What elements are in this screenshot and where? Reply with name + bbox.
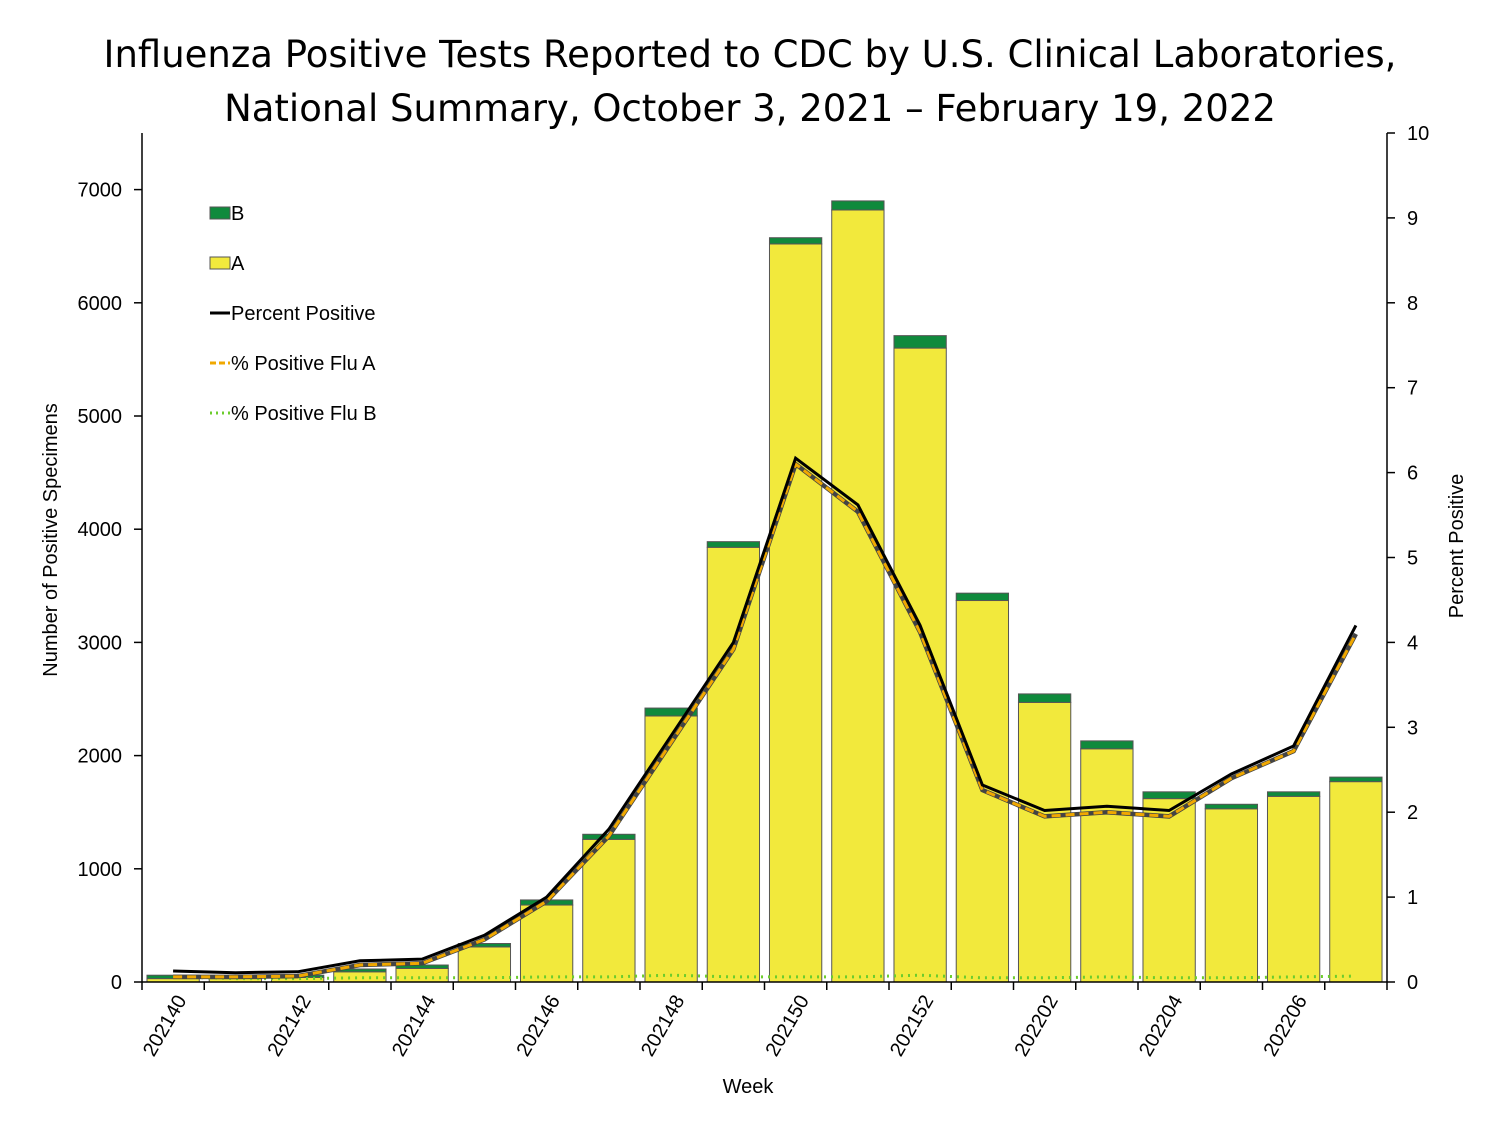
y-right-tick-label-3: 3 — [1407, 717, 1418, 739]
y-right-tick-label-10: 10 — [1407, 123, 1429, 145]
legend-label-percent-positive: Percent Positive — [231, 303, 376, 325]
x-tick-label-202146: 202146 — [513, 992, 565, 1061]
x-tick-label-202152: 202152 — [886, 992, 938, 1061]
bar-a-202149 — [706, 546, 761, 983]
x-tick-label-202204: 202204 — [1135, 992, 1187, 1061]
x-tick-label-202142: 202142 — [264, 992, 316, 1061]
y-axis-right-label: Percent Positive — [1446, 474, 1468, 619]
y-right-tick-label-6: 6 — [1407, 463, 1418, 485]
lines-layer — [173, 455, 1358, 981]
chart-title: Influenza Positive Tests Reported to CDC… — [0, 28, 1500, 136]
bar-a-202204 — [1142, 798, 1196, 983]
legend-label---positive-flu-b: % Positive Flu B — [231, 403, 377, 425]
legend-swatch-b — [209, 206, 231, 220]
bar-a-202205 — [1204, 808, 1259, 983]
x-tick-label-202140: 202140 — [139, 992, 191, 1061]
legend: B A Percent Positive % Positive Flu A % Posi… — [209, 203, 377, 425]
y-right-tick-label-8: 8 — [1407, 293, 1418, 315]
bar-a-202207 — [1329, 781, 1383, 983]
bar-a-202146 — [519, 904, 574, 983]
bar-b-202150 — [768, 237, 823, 245]
y-left-tick-label-3000: 3000 — [78, 632, 123, 654]
bar-a-202144 — [395, 967, 449, 983]
bar-a-202152 — [893, 347, 947, 983]
y-left-tick-label-4000: 4000 — [78, 519, 123, 541]
line-percent-positive — [173, 455, 1358, 975]
bar-a-202206 — [1266, 795, 1321, 983]
y-right-tick-label-7: 7 — [1407, 378, 1418, 400]
bar-b-202203 — [1080, 740, 1134, 750]
bar-b-202205 — [1204, 803, 1259, 810]
legend-swatch-a — [209, 256, 231, 270]
line---positive-flu-a — [173, 461, 1358, 979]
y-left-tick-label-1000: 1000 — [78, 859, 123, 881]
bar-b-202206 — [1266, 791, 1321, 797]
bar-b-202151 — [831, 200, 885, 211]
y-left-tick-label-5000: 5000 — [78, 406, 123, 428]
x-axis-label: Week — [723, 1076, 775, 1098]
y-right-tick-label-5: 5 — [1407, 548, 1418, 570]
legend-label-b: B — [231, 203, 244, 225]
bar-b-202149 — [706, 541, 761, 548]
y-right-tick-label-4: 4 — [1407, 632, 1418, 654]
y-axis-left-label: Number of Positive Specimens — [40, 403, 62, 676]
bar-b-202152 — [893, 335, 947, 349]
y-left-tick-label-2000: 2000 — [78, 746, 123, 768]
bar-b-202201 — [955, 592, 1010, 602]
bar-b-202202 — [1017, 693, 1072, 703]
y-right-tick-label-9: 9 — [1407, 208, 1418, 230]
chart-title-line-2: National Summary, October 3, 2021 – Febr… — [224, 87, 1276, 130]
line---positive-flu-b — [173, 973, 1356, 981]
y-left-tick-label-7000: 7000 — [78, 180, 123, 202]
y-left-tick-label-0: 0 — [111, 972, 122, 994]
x-tick-label-202206: 202206 — [1260, 992, 1312, 1061]
chart-title-line-1: Influenza Positive Tests Reported to CDC… — [103, 33, 1397, 76]
legend-label---positive-flu-a: % Positive Flu A — [231, 353, 376, 375]
bar-b-202204 — [1142, 791, 1196, 800]
bar-a-202203 — [1080, 748, 1134, 983]
x-tick-label-202150: 202150 — [762, 992, 814, 1061]
bar-a-202148 — [644, 715, 698, 983]
y-left-tick-label-6000: 6000 — [78, 293, 123, 315]
x-tick-label-202202: 202202 — [1011, 992, 1063, 1061]
y-right-tick-label-2: 2 — [1407, 802, 1418, 824]
x-tick-label-202144: 202144 — [388, 992, 440, 1061]
bar-a-202202 — [1017, 701, 1072, 983]
bar-b-202148 — [644, 707, 698, 717]
bar-b-202207 — [1329, 776, 1383, 783]
x-tick-label-202148: 202148 — [637, 992, 689, 1061]
y-right-tick-label-0: 0 — [1407, 972, 1418, 994]
bar-a-202147 — [582, 838, 636, 983]
bar-a-202150 — [768, 243, 823, 983]
y-right-tick-label-1: 1 — [1407, 887, 1418, 909]
bar-a-202145 — [457, 946, 512, 983]
bar-a-202151 — [831, 209, 885, 983]
bars-layer — [146, 200, 1383, 983]
legend-label-a: A — [231, 253, 245, 275]
